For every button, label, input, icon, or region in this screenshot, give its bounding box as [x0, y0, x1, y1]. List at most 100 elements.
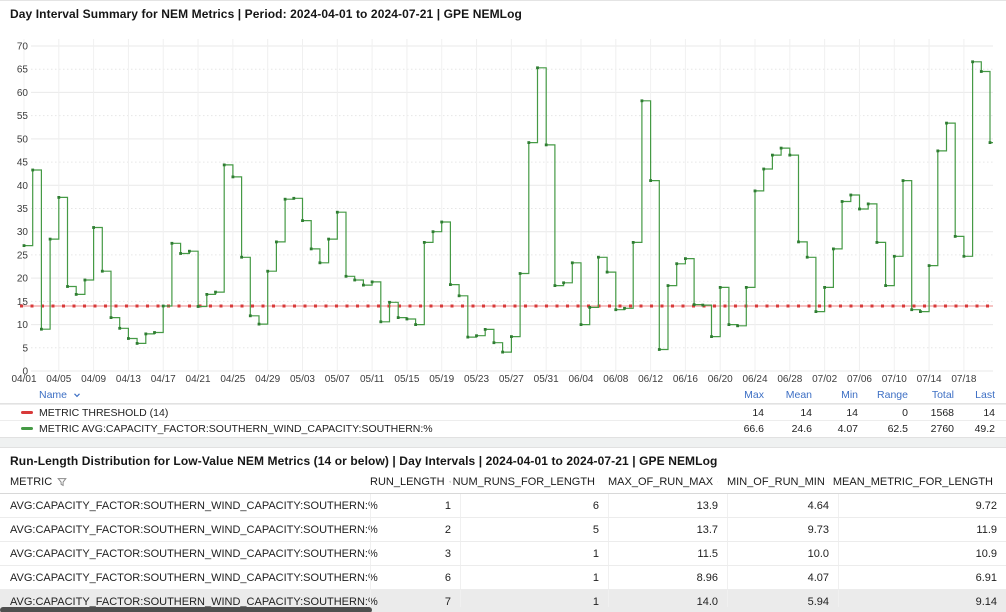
chart-legend-table: Name Max Mean Min Range Total Last METRIC THR…: [0, 387, 1006, 436]
x-tick-label: 06/04: [568, 374, 593, 385]
legend-col-header-last[interactable]: Last: [975, 389, 995, 401]
y-tick-label: 70: [17, 42, 29, 53]
metric-cell: AVG:CAPACITY_FACTOR:SOUTHERN_WIND_CAPACI…: [10, 547, 378, 560]
legend-series-name: METRIC THRESHOLD (14): [21, 407, 718, 419]
column-header-label: MEAN_METRIC_FOR_LENGTH: [832, 476, 993, 488]
table-row[interactable]: AVG:CAPACITY_FACTOR:SOUTHERN_WIND_CAPACI…: [0, 542, 1006, 566]
legend-stat-value: 14: [800, 406, 812, 419]
value-cell: 11.5: [608, 542, 727, 565]
column-header-label: NUM_RUNS_FOR_LENGTH: [452, 476, 595, 488]
panel-divider: [0, 437, 1006, 448]
legend-col-header-range[interactable]: Range: [877, 389, 908, 401]
legend-series-name: METRIC AVG:CAPACITY_FACTOR:SOUTHERN_WIND…: [21, 423, 718, 435]
legend-stat-value: 14: [983, 406, 995, 419]
x-tick-label: 07/06: [847, 374, 872, 385]
legend-stat-value: 1568: [930, 406, 954, 419]
legend-name-header[interactable]: Name: [21, 389, 718, 401]
column-header-min_of_run_min[interactable]: MIN_OF_RUN_MIN: [727, 471, 838, 493]
column-header-metric[interactable]: METRIC: [0, 471, 370, 493]
x-tick-label: 07/02: [812, 374, 837, 385]
table-row[interactable]: AVG:CAPACITY_FACTOR:SOUTHERN_WIND_CAPACI…: [0, 590, 1006, 612]
x-tick-label: 04/29: [255, 374, 280, 385]
column-header-label: METRIC: [10, 476, 53, 488]
legend-name-header-label: Name: [39, 389, 68, 401]
value-cell: 1: [370, 494, 460, 517]
value-cell: 9.14: [838, 590, 1006, 612]
x-tick-label: 05/19: [429, 374, 454, 385]
x-tick-label: 04/25: [220, 374, 245, 385]
value-cell: 9.73: [727, 518, 838, 541]
y-tick-label: 15: [17, 297, 29, 308]
value-cell: 1: [460, 542, 608, 565]
x-tick-label: 05/07: [325, 374, 350, 385]
legend-series-label: METRIC AVG:CAPACITY_FACTOR:SOUTHERN_WIND…: [39, 422, 433, 435]
x-tick-label: 05/31: [534, 374, 559, 385]
legend-stat-value: 49.2: [974, 422, 995, 435]
legend-stat-value: 62.5: [887, 422, 908, 435]
y-tick-label: 50: [17, 134, 29, 145]
run-length-panel: Run-Length Distribution for Low-Value NE…: [0, 448, 1006, 612]
filter-icon[interactable]: [448, 477, 451, 487]
filter-icon[interactable]: [717, 477, 718, 487]
y-tick-label: 60: [17, 88, 29, 99]
legend-col-header-min[interactable]: Min: [841, 389, 858, 401]
horizontal-scrollbar-track[interactable]: [0, 607, 1006, 612]
x-tick-label: 06/12: [638, 374, 663, 385]
chart-title: Day Interval Summary for NEM Metrics | P…: [0, 1, 1006, 27]
table-row[interactable]: AVG:CAPACITY_FACTOR:SOUTHERN_WIND_CAPACI…: [0, 494, 1006, 518]
column-header-num_runs_for_length[interactable]: NUM_RUNS_FOR_LENGTH: [453, 471, 608, 493]
column-header-run_length[interactable]: RUN_LENGTH: [370, 471, 460, 493]
table-row[interactable]: AVG:CAPACITY_FACTOR:SOUTHERN_WIND_CAPACI…: [0, 518, 1006, 542]
legend-series-label: METRIC THRESHOLD (14): [39, 406, 169, 419]
value-cell: 2: [370, 518, 460, 541]
y-tick-label: 55: [17, 111, 29, 122]
value-cell: 4.07: [727, 566, 838, 589]
x-tick-label: 07/14: [917, 374, 942, 385]
x-tick-label: 05/27: [499, 374, 524, 385]
filter-icon[interactable]: [57, 477, 67, 487]
legend-col-header-max[interactable]: Max: [744, 389, 764, 401]
x-tick-label: 05/15: [394, 374, 419, 385]
column-header-label: RUN_LENGTH: [370, 476, 445, 488]
legend-row[interactable]: METRIC AVG:CAPACITY_FACTOR:SOUTHERN_WIND…: [0, 420, 1006, 436]
column-header-label: MAX_OF_RUN_MAX: [608, 476, 714, 488]
legend-col-header-total[interactable]: Total: [931, 389, 954, 401]
y-tick-label: 65: [17, 65, 29, 76]
x-tick-label: 04/21: [186, 374, 211, 385]
legend-stat-value: 24.6: [791, 422, 812, 435]
value-cell: 1: [460, 590, 608, 612]
table-body: AVG:CAPACITY_FACTOR:SOUTHERN_WIND_CAPACI…: [0, 494, 1006, 612]
legend-row[interactable]: METRIC THRESHOLD (14) 14 14 14 0 1568 14: [0, 404, 1006, 420]
x-tick-label: 06/20: [708, 374, 733, 385]
table-row[interactable]: AVG:CAPACITY_FACTOR:SOUTHERN_WIND_CAPACI…: [0, 566, 1006, 590]
x-tick-label: 06/24: [743, 374, 768, 385]
y-tick-label: 0: [22, 367, 28, 378]
x-tick-label: 05/23: [464, 374, 489, 385]
value-cell: 8.96: [608, 566, 727, 589]
y-tick-label: 20: [17, 274, 29, 285]
legend-stat-value: 14: [846, 406, 858, 419]
horizontal-scrollbar-thumb[interactable]: [0, 607, 372, 612]
value-cell: 10.0: [727, 542, 838, 565]
x-tick-label: 04/13: [116, 374, 141, 385]
legend-stat-value: 0: [902, 406, 908, 419]
x-tick-label: 06/16: [673, 374, 698, 385]
column-header-max_of_run_max[interactable]: MAX_OF_RUN_MAX: [608, 471, 727, 493]
series-swatch-icon: [21, 427, 33, 430]
value-cell: 7: [370, 590, 460, 612]
x-tick-label: 06/28: [777, 374, 802, 385]
y-tick-label: 10: [17, 320, 29, 331]
y-tick-label: 5: [22, 343, 28, 354]
value-cell: 11.9: [838, 518, 1006, 541]
value-cell: 5: [460, 518, 608, 541]
y-tick-label: 25: [17, 250, 29, 261]
y-tick-label: 45: [17, 158, 29, 169]
x-tick-label: 06/08: [603, 374, 628, 385]
legend-col-header-mean[interactable]: Mean: [785, 389, 812, 401]
x-tick-label: 05/11: [360, 374, 385, 385]
column-header-mean_metric_for_length[interactable]: MEAN_METRIC_FOR_LENGTH: [833, 471, 1006, 493]
metric-cell: AVG:CAPACITY_FACTOR:SOUTHERN_WIND_CAPACI…: [10, 571, 378, 584]
x-tick-label: 05/03: [290, 374, 315, 385]
x-tick-label: 04/01: [11, 374, 36, 385]
